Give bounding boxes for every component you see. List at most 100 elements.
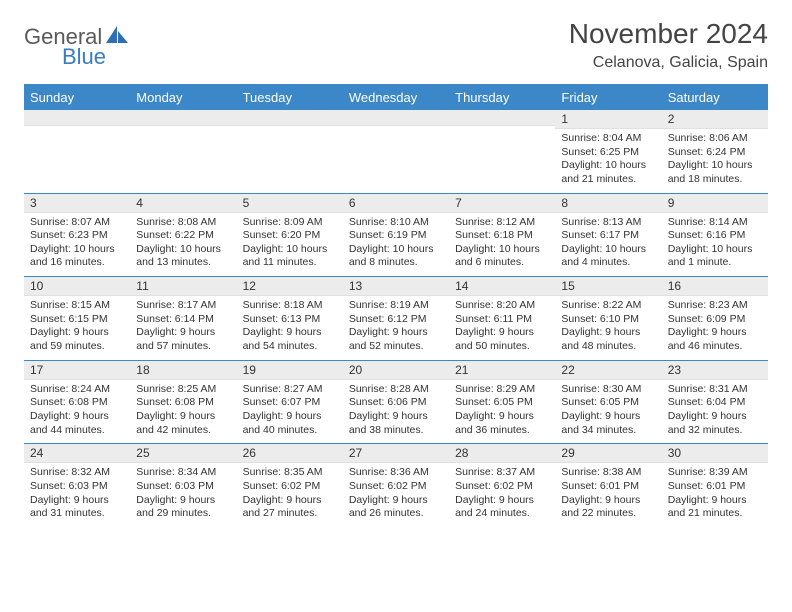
daylight-text: Daylight: 9 hours and 46 minutes. [668, 326, 762, 353]
sunset-text: Sunset: 6:01 PM [561, 480, 655, 494]
sunset-text: Sunset: 6:03 PM [30, 480, 124, 494]
day-body: Sunrise: 8:36 AMSunset: 6:02 PMDaylight:… [343, 463, 449, 527]
daylight-text: Daylight: 9 hours and 52 minutes. [349, 326, 443, 353]
day-number: 27 [343, 444, 449, 463]
daylight-text: Daylight: 9 hours and 57 minutes. [136, 326, 230, 353]
sunrise-text: Sunrise: 8:27 AM [243, 383, 337, 397]
day-number: 7 [449, 194, 555, 213]
day-body: Sunrise: 8:39 AMSunset: 6:01 PMDaylight:… [662, 463, 768, 527]
day-body: Sunrise: 8:31 AMSunset: 6:04 PMDaylight:… [662, 380, 768, 444]
day-body: Sunrise: 8:17 AMSunset: 6:14 PMDaylight:… [130, 296, 236, 360]
sunrise-text: Sunrise: 8:06 AM [668, 132, 762, 146]
sunset-text: Sunset: 6:19 PM [349, 229, 443, 243]
sunset-text: Sunset: 6:25 PM [561, 146, 655, 160]
calendar-day-cell: 19Sunrise: 8:27 AMSunset: 6:07 PMDayligh… [237, 360, 343, 444]
day-number: 23 [662, 361, 768, 380]
sunrise-text: Sunrise: 8:19 AM [349, 299, 443, 313]
day-number: 11 [130, 277, 236, 296]
sunset-text: Sunset: 6:08 PM [136, 396, 230, 410]
sunrise-text: Sunrise: 8:28 AM [349, 383, 443, 397]
day-number: 14 [449, 277, 555, 296]
calendar-week-row: 24Sunrise: 8:32 AMSunset: 6:03 PMDayligh… [24, 444, 768, 527]
daylight-text: Daylight: 9 hours and 24 minutes. [455, 494, 549, 521]
day-number [237, 110, 343, 126]
day-number: 8 [555, 194, 661, 213]
day-body [24, 126, 130, 184]
day-body: Sunrise: 8:25 AMSunset: 6:08 PMDaylight:… [130, 380, 236, 444]
calendar-day-cell: 11Sunrise: 8:17 AMSunset: 6:14 PMDayligh… [130, 277, 236, 361]
sunset-text: Sunset: 6:23 PM [30, 229, 124, 243]
daylight-text: Daylight: 9 hours and 48 minutes. [561, 326, 655, 353]
dow-monday: Monday [130, 85, 236, 110]
calendar-day-cell: 16Sunrise: 8:23 AMSunset: 6:09 PMDayligh… [662, 277, 768, 361]
day-number: 29 [555, 444, 661, 463]
location-subtitle: Celanova, Galicia, Spain [569, 54, 768, 72]
sunset-text: Sunset: 6:15 PM [30, 313, 124, 327]
daylight-text: Daylight: 9 hours and 59 minutes. [30, 326, 124, 353]
day-body [449, 126, 555, 184]
dow-friday: Friday [555, 85, 661, 110]
day-number: 10 [24, 277, 130, 296]
day-number: 1 [555, 110, 661, 129]
daylight-text: Daylight: 9 hours and 44 minutes. [30, 410, 124, 437]
day-body: Sunrise: 8:22 AMSunset: 6:10 PMDaylight:… [555, 296, 661, 360]
sunset-text: Sunset: 6:16 PM [668, 229, 762, 243]
calendar-table: Sunday Monday Tuesday Wednesday Thursday… [24, 84, 768, 527]
day-number: 30 [662, 444, 768, 463]
calendar-day-cell: 15Sunrise: 8:22 AMSunset: 6:10 PMDayligh… [555, 277, 661, 361]
calendar-day-cell: 2Sunrise: 8:06 AMSunset: 6:24 PMDaylight… [662, 110, 768, 194]
daylight-text: Daylight: 10 hours and 1 minute. [668, 243, 762, 270]
logo-sail-icon [106, 26, 128, 49]
daylight-text: Daylight: 9 hours and 50 minutes. [455, 326, 549, 353]
day-number: 20 [343, 361, 449, 380]
calendar-day-cell: 17Sunrise: 8:24 AMSunset: 6:08 PMDayligh… [24, 360, 130, 444]
day-number: 16 [662, 277, 768, 296]
day-number [449, 110, 555, 126]
calendar-body: 1Sunrise: 8:04 AMSunset: 6:25 PMDaylight… [24, 110, 768, 527]
calendar-day-cell: 10Sunrise: 8:15 AMSunset: 6:15 PMDayligh… [24, 277, 130, 361]
calendar-day-cell: 20Sunrise: 8:28 AMSunset: 6:06 PMDayligh… [343, 360, 449, 444]
calendar-day-cell: 7Sunrise: 8:12 AMSunset: 6:18 PMDaylight… [449, 193, 555, 277]
sunset-text: Sunset: 6:06 PM [349, 396, 443, 410]
sunset-text: Sunset: 6:20 PM [243, 229, 337, 243]
day-body: Sunrise: 8:10 AMSunset: 6:19 PMDaylight:… [343, 213, 449, 277]
dow-sunday: Sunday [24, 85, 130, 110]
day-number: 4 [130, 194, 236, 213]
day-number: 18 [130, 361, 236, 380]
day-body: Sunrise: 8:24 AMSunset: 6:08 PMDaylight:… [24, 380, 130, 444]
sunrise-text: Sunrise: 8:38 AM [561, 466, 655, 480]
daylight-text: Daylight: 9 hours and 21 minutes. [668, 494, 762, 521]
day-body: Sunrise: 8:19 AMSunset: 6:12 PMDaylight:… [343, 296, 449, 360]
calendar-day-cell: 1Sunrise: 8:04 AMSunset: 6:25 PMDaylight… [555, 110, 661, 194]
calendar-day-cell: 30Sunrise: 8:39 AMSunset: 6:01 PMDayligh… [662, 444, 768, 527]
day-number: 21 [449, 361, 555, 380]
day-body: Sunrise: 8:13 AMSunset: 6:17 PMDaylight:… [555, 213, 661, 277]
sunrise-text: Sunrise: 8:25 AM [136, 383, 230, 397]
calendar-day-cell: 26Sunrise: 8:35 AMSunset: 6:02 PMDayligh… [237, 444, 343, 527]
sunset-text: Sunset: 6:14 PM [136, 313, 230, 327]
day-body: Sunrise: 8:23 AMSunset: 6:09 PMDaylight:… [662, 296, 768, 360]
day-number: 15 [555, 277, 661, 296]
sunset-text: Sunset: 6:08 PM [30, 396, 124, 410]
sunrise-text: Sunrise: 8:18 AM [243, 299, 337, 313]
sunset-text: Sunset: 6:12 PM [349, 313, 443, 327]
daylight-text: Daylight: 9 hours and 34 minutes. [561, 410, 655, 437]
day-body: Sunrise: 8:38 AMSunset: 6:01 PMDaylight:… [555, 463, 661, 527]
daylight-text: Daylight: 9 hours and 42 minutes. [136, 410, 230, 437]
calendar-day-cell: 6Sunrise: 8:10 AMSunset: 6:19 PMDaylight… [343, 193, 449, 277]
sunset-text: Sunset: 6:18 PM [455, 229, 549, 243]
calendar-day-cell: 22Sunrise: 8:30 AMSunset: 6:05 PMDayligh… [555, 360, 661, 444]
sunrise-text: Sunrise: 8:39 AM [668, 466, 762, 480]
day-number [343, 110, 449, 126]
day-of-week-row: Sunday Monday Tuesday Wednesday Thursday… [24, 85, 768, 110]
sunrise-text: Sunrise: 8:37 AM [455, 466, 549, 480]
sunrise-text: Sunrise: 8:12 AM [455, 216, 549, 230]
daylight-text: Daylight: 10 hours and 18 minutes. [668, 159, 762, 186]
calendar-day-cell: 8Sunrise: 8:13 AMSunset: 6:17 PMDaylight… [555, 193, 661, 277]
day-number: 12 [237, 277, 343, 296]
day-number: 28 [449, 444, 555, 463]
dow-wednesday: Wednesday [343, 85, 449, 110]
calendar-day-cell: 18Sunrise: 8:25 AMSunset: 6:08 PMDayligh… [130, 360, 236, 444]
calendar-page: General November 2024 Celanova, Galicia,… [0, 0, 792, 537]
day-body: Sunrise: 8:29 AMSunset: 6:05 PMDaylight:… [449, 380, 555, 444]
